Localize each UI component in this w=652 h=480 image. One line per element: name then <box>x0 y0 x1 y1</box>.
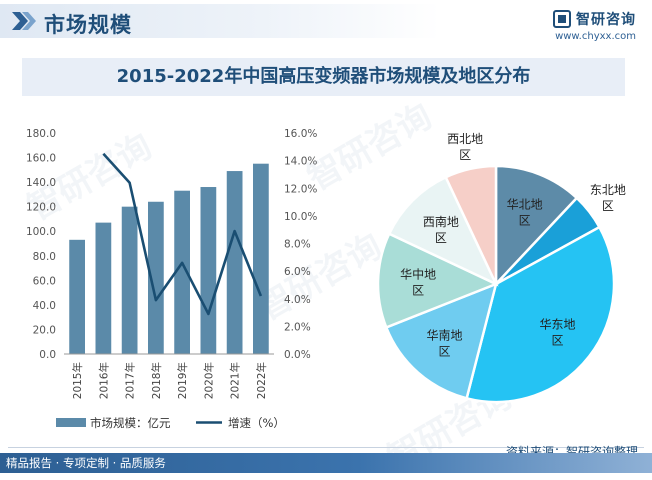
pie-label: 东北地 <box>590 183 626 197</box>
y-axis-right-tick: 2.0% <box>284 321 311 333</box>
pie-label: 区 <box>435 231 447 245</box>
bar <box>69 239 85 354</box>
y-axis-left-tick: 80.0 <box>33 251 56 263</box>
brand-logo-icon <box>553 10 571 28</box>
page-footer: 资料来源：智研咨询整理 精品报告 · 专项定制 · 品质服务 <box>0 443 652 473</box>
y-axis-right-tick: 6.0% <box>284 266 311 278</box>
brand-name: 智研咨询 <box>576 12 636 28</box>
brand-url: www.chyxx.com <box>555 31 636 42</box>
pie-label: 区 <box>602 199 614 213</box>
y-axis-left-tick: 0.0 <box>39 349 56 361</box>
chart-title: 2015-2022年中国高压变频器市场规模及地区分布 <box>116 66 531 87</box>
pie-label: 华中地 <box>400 267 436 282</box>
pie-slice <box>444 164 498 285</box>
pie-slice <box>376 232 500 330</box>
bar <box>226 171 243 354</box>
y-axis-left-tick: 60.0 <box>33 275 56 287</box>
bar <box>121 206 138 354</box>
pie-label: 区 <box>438 344 450 358</box>
y-axis-left-tick: 160.0 <box>26 153 56 165</box>
page-title: 市场规模 <box>44 13 132 37</box>
y-axis-right-tick: 0.0% <box>284 349 311 361</box>
pie-label: 区 <box>519 214 531 228</box>
y-axis-left-tick: 120.0 <box>26 202 56 214</box>
x-axis-tick: 2018年 <box>150 362 163 399</box>
bar <box>148 201 164 354</box>
pie-slice <box>465 225 616 404</box>
x-axis-tick: 2020年 <box>202 362 215 399</box>
pie-slice <box>384 281 498 400</box>
pie-label: 区 <box>552 334 564 348</box>
pie-label: 华南地 <box>426 327 462 342</box>
legend-line-label: 增速（%） <box>228 416 285 430</box>
pie-label: 西南地 <box>423 214 459 229</box>
x-axis-tick: 2021年 <box>229 362 242 399</box>
pie-label: 西北地 <box>447 132 483 146</box>
x-axis-tick: 2022年 <box>255 362 268 399</box>
y-axis-right-tick: 8.0% <box>284 239 311 251</box>
bar <box>95 222 112 354</box>
bar <box>253 163 269 354</box>
pie-label: 区 <box>459 148 471 162</box>
chart-area: 0.0 20.0 40.0 60.0 80.0 100.0 120.0 140.0 160.0 1… <box>26 128 626 430</box>
legend-bar-swatch <box>56 418 86 427</box>
y-axis-left-tick: 100.0 <box>26 226 56 238</box>
page-header: 市场规模 智研咨询 www.chyxx.com <box>0 0 652 44</box>
pie-label: 华北地 <box>507 198 543 212</box>
y-axis-left-tick: 20.0 <box>33 324 56 336</box>
y-axis-left-tick: 180.0 <box>26 128 56 140</box>
y-axis-right-tick: 16.0% <box>284 128 317 140</box>
header-stripe <box>0 4 440 38</box>
pie-label: 区 <box>412 284 424 298</box>
x-axis-tick: 2015年 <box>71 362 84 399</box>
legend-bar-label: 市场规模：亿元 <box>90 416 171 430</box>
y-axis-right-tick: 12.0% <box>284 183 317 195</box>
brand-logo: 智研咨询 <box>553 8 636 30</box>
tagline-bar <box>0 453 652 473</box>
x-axis-tick: 2019年 <box>176 362 189 399</box>
x-axis-tick: 2016年 <box>97 362 110 399</box>
y-axis-right-tick: 4.0% <box>284 294 311 306</box>
footer-divider <box>8 447 644 448</box>
x-axis-tick: 2017年 <box>124 362 137 399</box>
tagline: 精品报告 · 专项定制 · 品质服务 <box>6 456 166 470</box>
pie-label: 华东地 <box>540 318 576 332</box>
y-axis-right-tick: 14.0% <box>284 156 317 168</box>
y-axis-left-tick: 40.0 <box>33 300 56 312</box>
bar <box>200 187 217 354</box>
chevron-right-icon <box>12 12 36 30</box>
y-axis-right-tick: 10.0% <box>284 211 317 223</box>
pie-slice <box>494 164 579 288</box>
growth-line <box>102 152 263 316</box>
pie-slice <box>387 175 499 287</box>
chart-title-bar: 2015-2022年中国高压变频器市场规模及地区分布 <box>22 58 625 96</box>
bar <box>174 190 190 354</box>
y-axis-left-tick: 140.0 <box>26 177 56 189</box>
